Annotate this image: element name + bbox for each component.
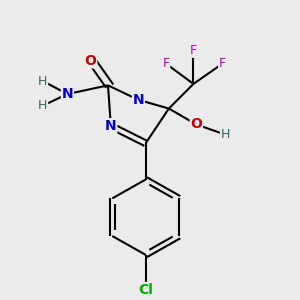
Text: N: N [61,87,73,101]
Text: H: H [38,74,47,88]
Text: H: H [38,99,47,112]
Text: N: N [105,119,117,133]
Text: N: N [133,93,144,107]
Text: F: F [162,57,169,70]
Text: H: H [220,128,230,141]
Text: F: F [219,57,226,70]
Text: O: O [190,118,202,131]
Text: O: O [85,54,97,68]
Text: F: F [190,44,197,57]
Text: Cl: Cl [138,283,153,297]
